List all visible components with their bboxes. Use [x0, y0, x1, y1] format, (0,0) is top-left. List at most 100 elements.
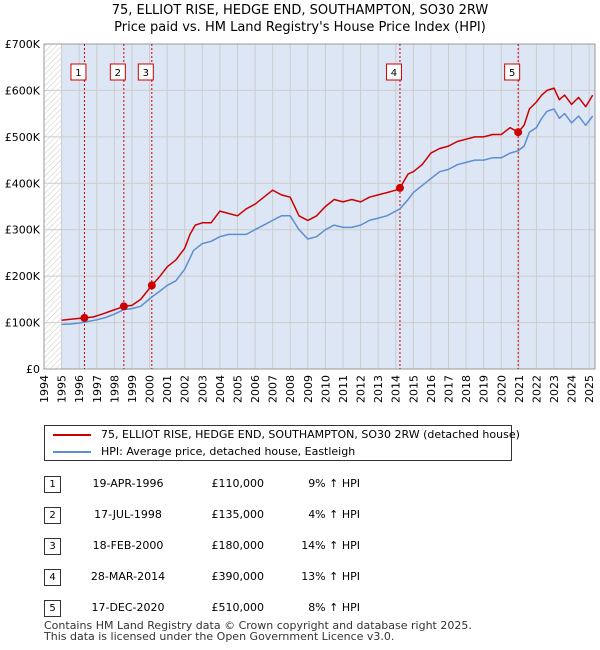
transaction-label-number: 3: [143, 68, 149, 79]
x-tick-label: 2014: [390, 375, 403, 403]
x-tick-label: 2017: [443, 375, 456, 403]
transaction-number: 2: [44, 507, 61, 524]
hatched-region-left: [44, 44, 62, 369]
y-tick-label: £700K: [5, 38, 41, 51]
transaction-label-box: [385, 63, 402, 81]
transaction-labels: 1 2 3 4 5: [70, 63, 521, 81]
x-tick-label: 1994: [38, 375, 51, 403]
x-tick-label: 2011: [337, 375, 350, 403]
transaction-label-box: [137, 63, 154, 81]
transaction-date: 18-FEB-2000: [92, 539, 164, 552]
transaction-label-number: 1: [75, 68, 81, 79]
transaction-price: £510,000: [211, 601, 265, 614]
y-tick-label: £400K: [5, 177, 41, 190]
legend-line-property-swatch: [53, 434, 91, 436]
transaction-hpi-diff: 8% ↑ HPI: [308, 601, 360, 614]
hpi-line: [61, 108, 594, 326]
table-row: 3 18-FEB-2000 £180,000 14% ↑ HPI: [44, 534, 444, 565]
table-row: 4 28-MAR-2014 £390,000 13% ↑ HPI: [44, 565, 444, 596]
x-tick-label: 2013: [372, 375, 385, 403]
x-tick-label: 2022: [530, 375, 543, 403]
x-tick-label: 2025: [583, 375, 596, 403]
footer-line1: Contains HM Land Registry data © Crown c…: [44, 619, 472, 632]
transaction-date: 17-JUL-1998: [94, 508, 162, 521]
transaction-number: 4: [44, 569, 61, 586]
x-tick-label: 2003: [196, 375, 209, 403]
x-tick-label: 2010: [319, 375, 332, 403]
legend-label-hpi: HPI: Average price, detached house, East…: [101, 445, 356, 458]
x-tick-label: 1996: [73, 375, 86, 403]
x-tick-label: 1997: [91, 375, 104, 403]
chart-title: 75, ELLIOT RISE, HEDGE END, SOUTHAMPTON,…: [0, 2, 600, 36]
transaction-hpi-diff: 4% ↑ HPI: [308, 508, 360, 521]
transaction-price: £110,000: [211, 477, 265, 490]
footer-line2: This data is licensed under the Open Gov…: [44, 630, 395, 643]
x-tick-label: 2023: [548, 375, 561, 403]
y-tick-label: £200K: [5, 270, 41, 283]
transaction-number: 5: [44, 600, 61, 617]
x-tick-label: 2004: [214, 375, 227, 403]
x-tick-label: 2007: [267, 375, 280, 403]
table-row: 5 17-DEC-2020 £510,000 8% ↑ HPI: [44, 596, 444, 627]
chart-legend: 75, ELLIOT RISE, HEDGE END, SOUTHAMPTON,…: [44, 425, 520, 461]
transaction-hpi-diff: 9% ↑ HPI: [308, 477, 360, 490]
transaction-point: [119, 302, 128, 311]
x-axis-ticks: 1994 1995 1996 1997 1998 1999 2000 2001 2002 2003…: [38, 375, 596, 403]
transaction-hpi-diff: 14% ↑ HPI: [301, 539, 360, 552]
y-tick-label: £0: [26, 363, 40, 376]
transaction-date: 28-MAR-2014: [90, 570, 166, 583]
transaction-point: [395, 183, 404, 192]
x-tick-label: 2024: [566, 375, 579, 403]
x-tick-label: 2020: [495, 375, 508, 403]
legend-label-property: 75, ELLIOT RISE, HEDGE END, SOUTHAMPTON,…: [101, 428, 520, 441]
transaction-hpi-diff: 13% ↑ HPI: [301, 570, 360, 583]
x-tick-label: 2000: [144, 375, 157, 403]
transaction-label-box: [70, 63, 87, 81]
x-tick-label: 2016: [425, 375, 438, 403]
transaction-label-box: [504, 63, 521, 81]
table-row: 2 17-JUL-1998 £135,000 4% ↑ HPI: [44, 503, 444, 534]
x-tick-label: 2006: [249, 375, 262, 403]
transaction-label-number: 2: [115, 68, 121, 79]
x-tick-label: 1995: [56, 375, 69, 403]
transaction-label-number: 4: [391, 68, 397, 79]
x-tick-label: 2005: [231, 375, 244, 403]
x-tick-label: 2012: [355, 375, 368, 403]
y-tick-label: £600K: [5, 84, 41, 97]
chart-grid: [43, 43, 596, 370]
footer-attribution: Contains HM Land Registry data © Crown c…: [44, 620, 472, 642]
x-tick-label: 1998: [108, 375, 121, 403]
price-chart: 1 2 3 4 5 £0 £100K £200K £300K £400K £500K £600K £7…: [5, 38, 596, 403]
legend-item-property: 75, ELLIOT RISE, HEDGE END, SOUTHAMPTON,…: [45, 426, 520, 443]
y-tick-label: £300K: [5, 224, 41, 237]
transaction-label-box: [109, 63, 126, 81]
legend-line-hpi-swatch: [53, 451, 91, 453]
y-tick-label: £500K: [5, 131, 41, 144]
transaction-date: 19-APR-1996: [92, 477, 164, 490]
transaction-price: £180,000: [211, 539, 265, 552]
transaction-price: £135,000: [211, 508, 265, 521]
legend-item-hpi: HPI: Average price, detached house, East…: [45, 443, 511, 460]
transactions-table: 1 19-APR-1996 £110,000 9% ↑ HPI 2 17-JUL…: [44, 472, 444, 627]
data-region-band: [61, 44, 596, 369]
x-tick-label: 2002: [179, 375, 192, 403]
x-tick-label: 2015: [407, 375, 420, 403]
x-tick-label: 2009: [302, 375, 315, 403]
chart-hatched-region: [44, 44, 596, 369]
x-tick-label: 2018: [460, 375, 473, 403]
y-tick-label: £100K: [5, 317, 41, 330]
transaction-price: £390,000: [211, 570, 265, 583]
transaction-point: [147, 281, 156, 290]
transaction-point: [80, 313, 89, 322]
transaction-label-number: 5: [509, 68, 515, 79]
chart-title-line2: Price paid vs. HM Land Registry's House …: [114, 20, 486, 35]
x-tick-label: 2021: [513, 375, 526, 403]
x-tick-label: 1999: [126, 375, 139, 403]
transaction-number: 1: [44, 476, 61, 493]
x-tick-label: 2019: [478, 375, 491, 403]
plot-border: [43, 43, 596, 370]
chart-title-line1: 75, ELLIOT RISE, HEDGE END, SOUTHAMPTON,…: [111, 3, 489, 18]
transaction-point: [514, 128, 523, 137]
table-row: 1 19-APR-1996 £110,000 9% ↑ HPI: [44, 472, 444, 503]
transaction-date: 17-DEC-2020: [91, 601, 165, 614]
